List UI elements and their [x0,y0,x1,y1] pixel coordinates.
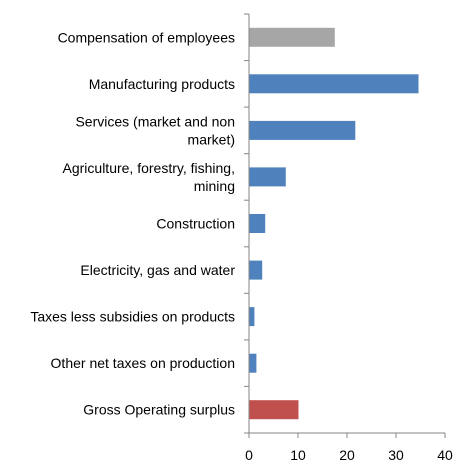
bar-gross-operating-surplus [249,400,299,420]
category-label-gross-operating-surplus: Gross Operating surplus [83,402,235,418]
x-tick-label-20: 20 [339,447,355,463]
category-label-services-market-and-non-market-line-1: Services (market and non [75,113,235,129]
bar-agriculture-forestry-fishing-mining [249,167,286,187]
bar-other-net-taxes-on-production [249,353,257,373]
x-tick-label-30: 30 [388,447,404,463]
bar-electricity-gas-and-water [249,260,263,280]
x-tick-label-10: 10 [290,447,306,463]
category-label-taxes-less-subsidies-on-products: Taxes less subsidies on products [30,309,235,325]
bar-taxes-less-subsidies-on-products [249,307,255,327]
bar-compensation-of-employees [249,27,335,47]
category-label-services-market-and-non-market-line-2: market) [188,131,235,147]
category-labels: Compensation of employees Manufacturing p… [30,29,235,417]
x-tick-labels: 0 10 20 30 40 [245,447,453,463]
category-label-agriculture-forestry-fishing-mining-line-2: mining [194,178,235,194]
category-label-electricity-gas-and-water: Electricity, gas and water [80,262,235,278]
category-label-manufacturing-products: Manufacturing products [89,76,235,92]
axis-layer [244,13,446,438]
category-label-agriculture-forestry-fishing-mining-line-1: Agriculture, forestry, fishing, [63,160,235,176]
bars-layer [249,27,419,420]
category-label-compensation-of-employees: Compensation of employees [58,29,235,45]
bar-services-market-and-non-market [249,120,356,140]
bar-manufacturing-products [249,74,419,94]
category-label-other-net-taxes-on-production: Other net taxes on production [51,355,235,371]
bar-construction [249,214,266,233]
category-label-construction: Construction [156,216,235,232]
x-tick-label-0: 0 [245,447,253,463]
x-tick-label-40: 40 [437,447,453,463]
